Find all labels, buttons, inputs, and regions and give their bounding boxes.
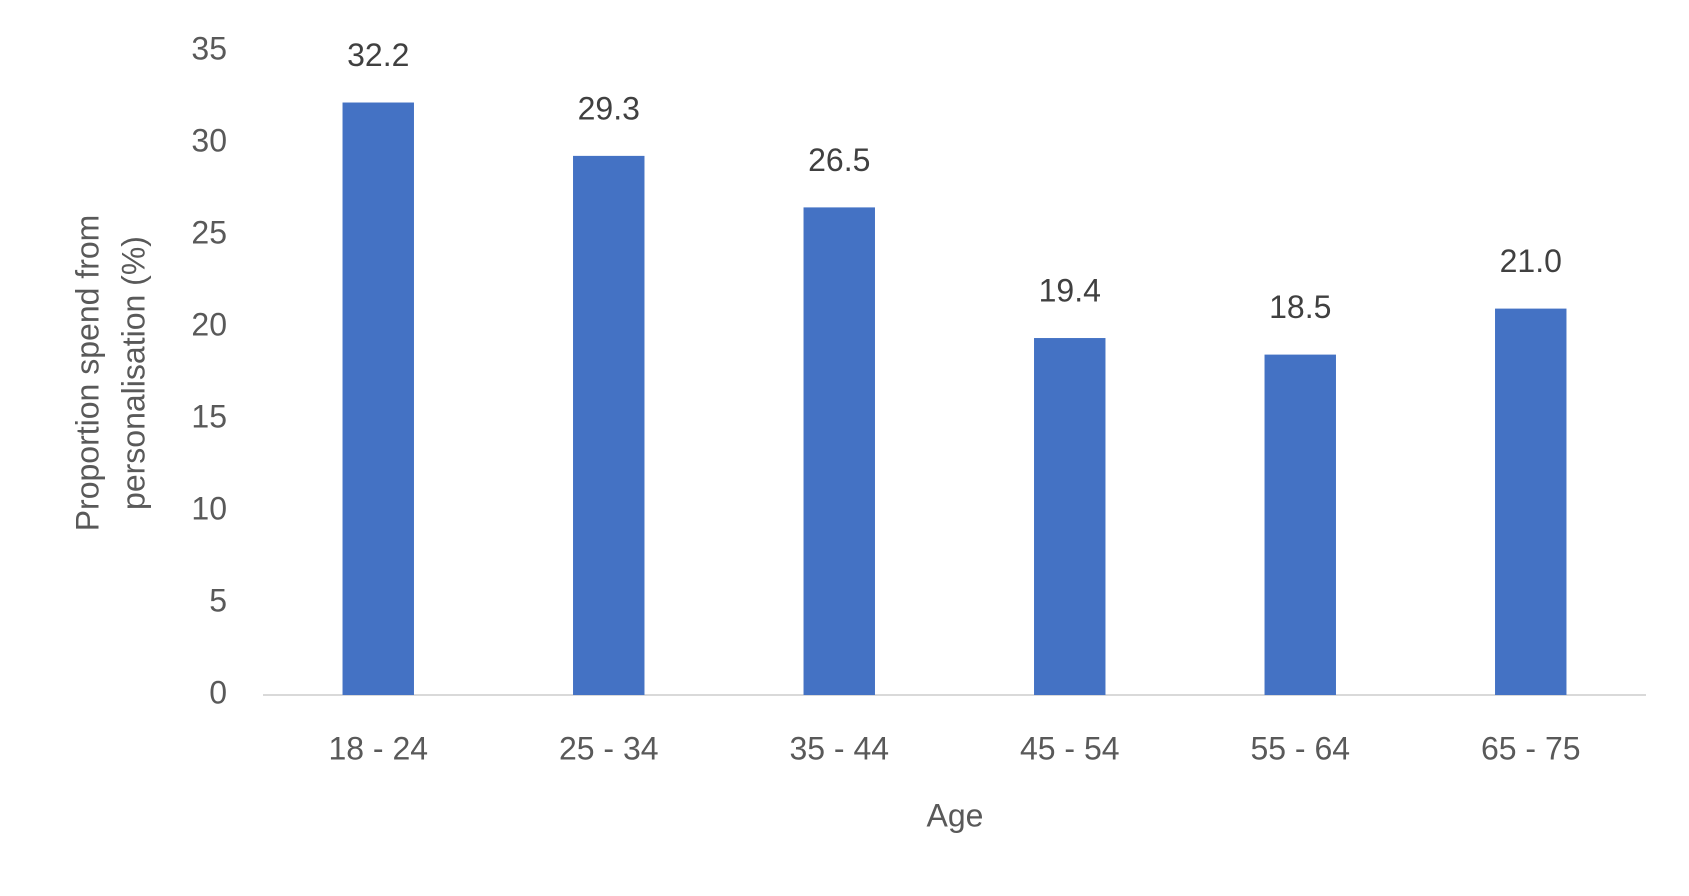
x-tick-label: 18 - 24 (328, 730, 428, 766)
x-tick-label: 35 - 44 (789, 730, 889, 766)
y-tick-label: 20 (191, 306, 227, 342)
y-tick-label: 35 (191, 30, 227, 66)
x-tick-label: 55 - 64 (1250, 730, 1350, 766)
bar (1034, 338, 1106, 695)
x-axis-title: Age (927, 797, 984, 833)
y-axis-title: Proportion spend from (69, 215, 105, 532)
y-tick-label: 15 (191, 398, 227, 434)
bar (342, 102, 414, 695)
value-label: 26.5 (808, 142, 870, 178)
value-label: 18.5 (1269, 289, 1331, 325)
x-tick-label: 65 - 75 (1481, 730, 1581, 766)
y-tick-label: 0 (209, 674, 227, 710)
value-label: 21.0 (1500, 243, 1562, 279)
value-label: 29.3 (578, 90, 640, 126)
x-tick-label: 25 - 34 (559, 730, 659, 766)
value-label: 32.2 (347, 37, 409, 73)
value-label: 19.4 (1039, 272, 1101, 308)
bar (1495, 308, 1567, 695)
y-tick-label: 25 (191, 214, 227, 250)
y-tick-label: 10 (191, 490, 227, 526)
bar (573, 155, 645, 695)
x-tick-label: 45 - 54 (1020, 730, 1120, 766)
bar (1264, 354, 1336, 695)
bar (803, 207, 875, 695)
y-tick-label: 5 (209, 582, 227, 618)
y-axis-title: personalisation (%) (115, 236, 151, 510)
y-tick-label: 30 (191, 122, 227, 158)
